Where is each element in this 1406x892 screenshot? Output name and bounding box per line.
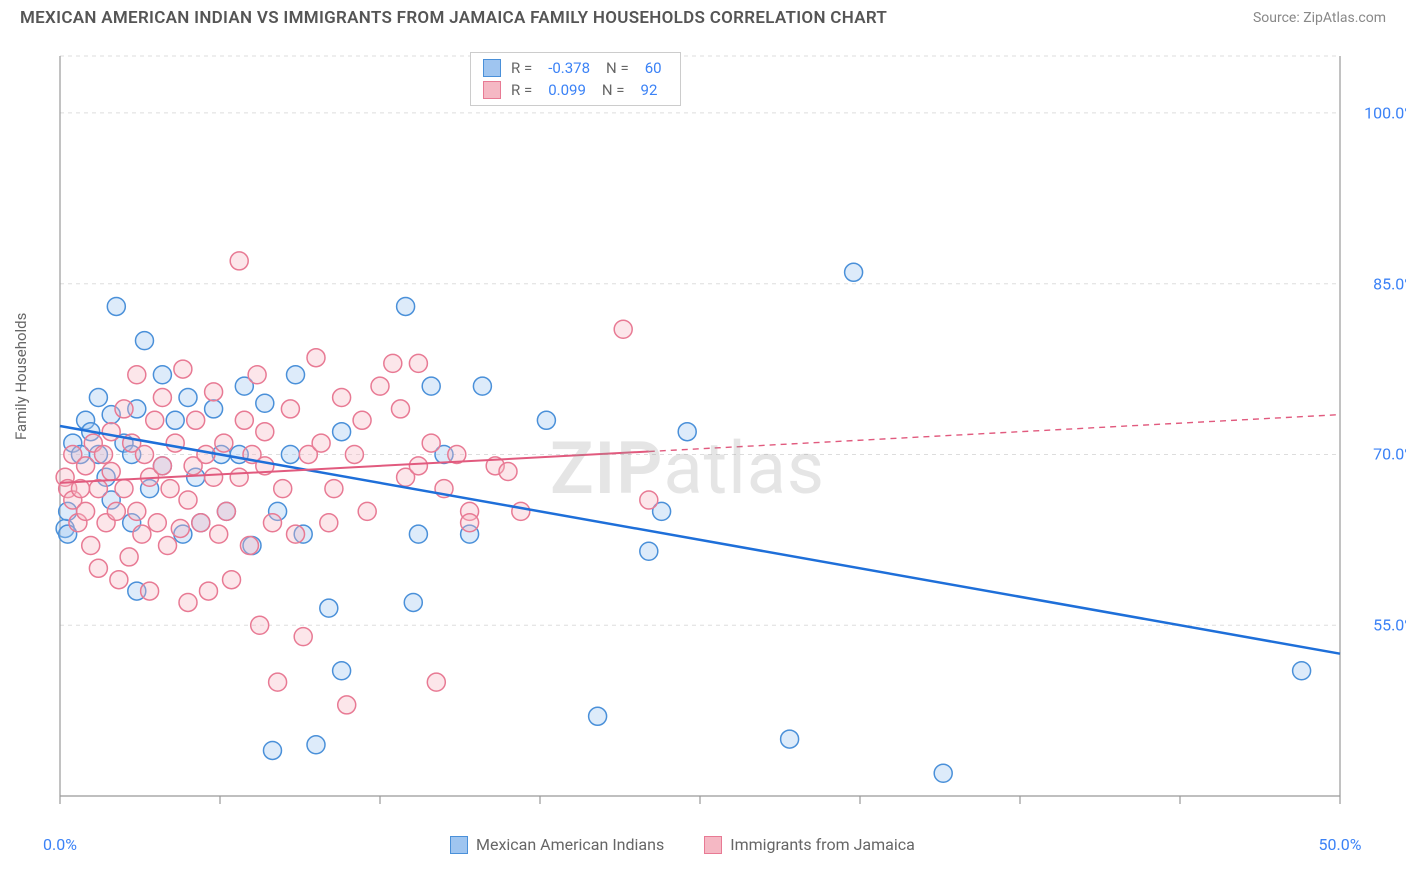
correlation-legend: R = -0.378 N = 60 R = 0.099 N = 92 (470, 52, 681, 106)
legend-swatch (483, 59, 501, 77)
y-tick-label: 70.0% (1373, 445, 1406, 464)
series-legend-label: Mexican American Indians (476, 835, 664, 854)
chart-area: ZIPatlas R =-0.378N =60R = 0.099N =92 55… (50, 46, 1360, 826)
y-tick-label: 85.0% (1373, 274, 1406, 293)
series-legend-label: Immigrants from Jamaica (730, 835, 915, 854)
y-tick-label: 55.0% (1373, 616, 1406, 635)
x-tick-label: 0.0% (43, 835, 77, 854)
series-legend: Mexican American Indians Immigrants from … (450, 835, 915, 854)
legend-r-value: 0.099 (542, 79, 592, 101)
x-tick-label: 50.0% (1319, 835, 1362, 854)
chart-title: MEXICAN AMERICAN INDIAN VS IMMIGRANTS FR… (20, 8, 887, 28)
legend-n-label: N = (606, 57, 629, 79)
scatter-chart-svg (50, 46, 1360, 826)
legend-n-value: 92 (635, 79, 664, 101)
legend-r-label: R = (511, 57, 532, 79)
legend-n-label: N = (602, 79, 625, 101)
legend-row: R = -0.378 N = 60 (483, 57, 668, 79)
legend-swatch (483, 81, 501, 99)
source-attribution: Source: ZipAtlas.com (1253, 10, 1386, 26)
series-legend-item: Mexican American Indians (450, 835, 664, 854)
legend-row: R = 0.099 N = 92 (483, 79, 668, 101)
y-axis-label: Family Households (12, 313, 30, 440)
legend-r-label: R = (511, 79, 532, 101)
legend-n-value: 60 (639, 57, 668, 79)
legend-swatch (704, 836, 722, 854)
legend-r-value: -0.378 (542, 57, 596, 79)
y-tick-label: 100.0% (1364, 103, 1406, 122)
series-legend-item: Immigrants from Jamaica (704, 835, 915, 854)
legend-swatch (450, 836, 468, 854)
